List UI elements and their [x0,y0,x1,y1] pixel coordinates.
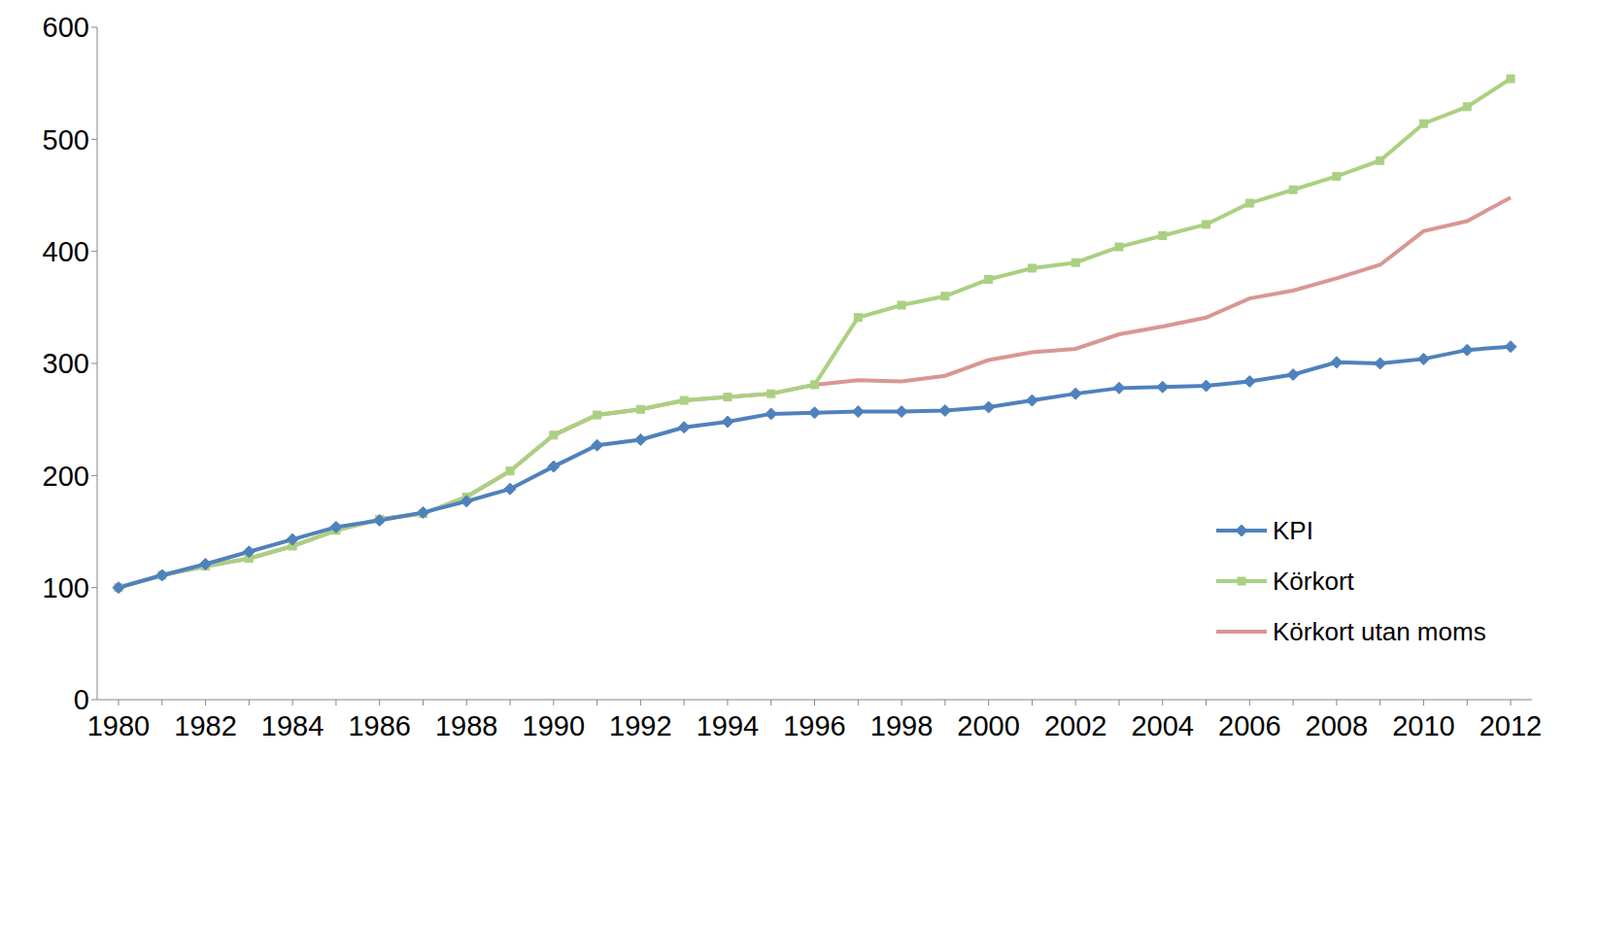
html-text:Körkort: Körkort [1272,565,1355,596]
svg-text:1984: 1984 [261,710,325,742]
html-text:KPI: KPI [1272,515,1314,545]
svg-text:600: 600 [42,11,90,43]
svg-text:200: 200 [42,460,90,492]
svg-text:2004: 2004 [1130,710,1194,742]
svg-text:2002: 2002 [1044,710,1108,742]
svg-text:2006: 2006 [1218,710,1282,742]
svg-text:1994: 1994 [696,710,760,742]
svg-text:300: 300 [42,347,90,379]
svg-text:1986: 1986 [347,710,411,742]
svg-text:500: 500 [42,124,90,156]
svg-text:1988: 1988 [435,710,499,742]
svg-text:100: 100 [42,572,90,604]
svg-text:1990: 1990 [522,710,586,742]
svg-text:1982: 1982 [173,710,238,742]
svg-text:400: 400 [42,236,90,268]
svg-text:1998: 1998 [870,710,934,742]
svg-text:1992: 1992 [609,710,673,742]
svg-text:1996: 1996 [782,710,847,742]
svg-text:2012: 2012 [1479,710,1543,742]
svg-text:2010: 2010 [1392,710,1456,742]
svg-text:0: 0 [73,683,90,715]
html-text:Körkort utan moms: Körkort utan moms [1272,616,1486,646]
svg-text:2008: 2008 [1305,710,1369,742]
svg-text:1980: 1980 [87,710,151,742]
svg-text:2000: 2000 [956,710,1021,742]
